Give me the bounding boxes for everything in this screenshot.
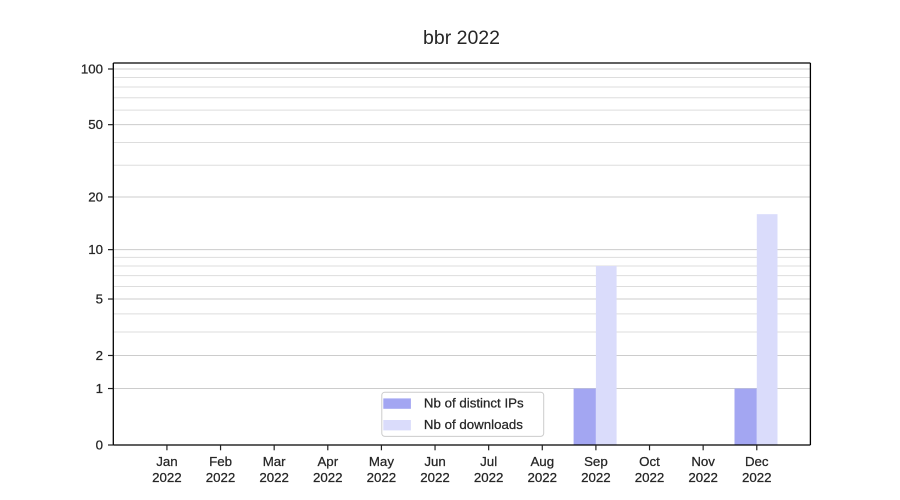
- svg-text:Jul: Jul: [480, 454, 497, 469]
- svg-text:2022: 2022: [420, 470, 450, 485]
- svg-text:2022: 2022: [259, 470, 289, 485]
- svg-text:Oct: Oct: [639, 454, 660, 469]
- svg-text:2022: 2022: [527, 470, 557, 485]
- svg-text:Nb of downloads: Nb of downloads: [424, 417, 523, 432]
- svg-text:2022: 2022: [688, 470, 718, 485]
- svg-text:2022: 2022: [152, 470, 182, 485]
- svg-text:50: 50: [88, 117, 103, 132]
- svg-text:May: May: [369, 454, 394, 469]
- svg-text:Nov: Nov: [691, 454, 715, 469]
- svg-text:Jan: Jan: [156, 454, 177, 469]
- svg-text:2022: 2022: [474, 470, 504, 485]
- svg-text:1: 1: [96, 381, 103, 396]
- svg-text:Sep: Sep: [584, 454, 608, 469]
- svg-text:2: 2: [96, 348, 103, 363]
- svg-text:Feb: Feb: [209, 454, 232, 469]
- svg-text:Apr: Apr: [317, 454, 338, 469]
- svg-text:2022: 2022: [581, 470, 611, 485]
- svg-text:20: 20: [88, 190, 103, 205]
- svg-text:10: 10: [88, 242, 103, 257]
- svg-text:100: 100: [81, 62, 103, 77]
- svg-text:Jun: Jun: [424, 454, 445, 469]
- svg-text:2022: 2022: [742, 470, 772, 485]
- svg-text:2022: 2022: [367, 470, 397, 485]
- svg-text:Nb of distinct IPs: Nb of distinct IPs: [424, 396, 524, 411]
- svg-text:Mar: Mar: [263, 454, 286, 469]
- svg-text:Aug: Aug: [530, 454, 554, 469]
- svg-text:5: 5: [96, 292, 103, 307]
- svg-text:Dec: Dec: [745, 454, 769, 469]
- svg-text:2022: 2022: [206, 470, 236, 485]
- svg-text:2022: 2022: [635, 470, 665, 485]
- svg-text:0: 0: [96, 438, 103, 453]
- svg-text:2022: 2022: [313, 470, 343, 485]
